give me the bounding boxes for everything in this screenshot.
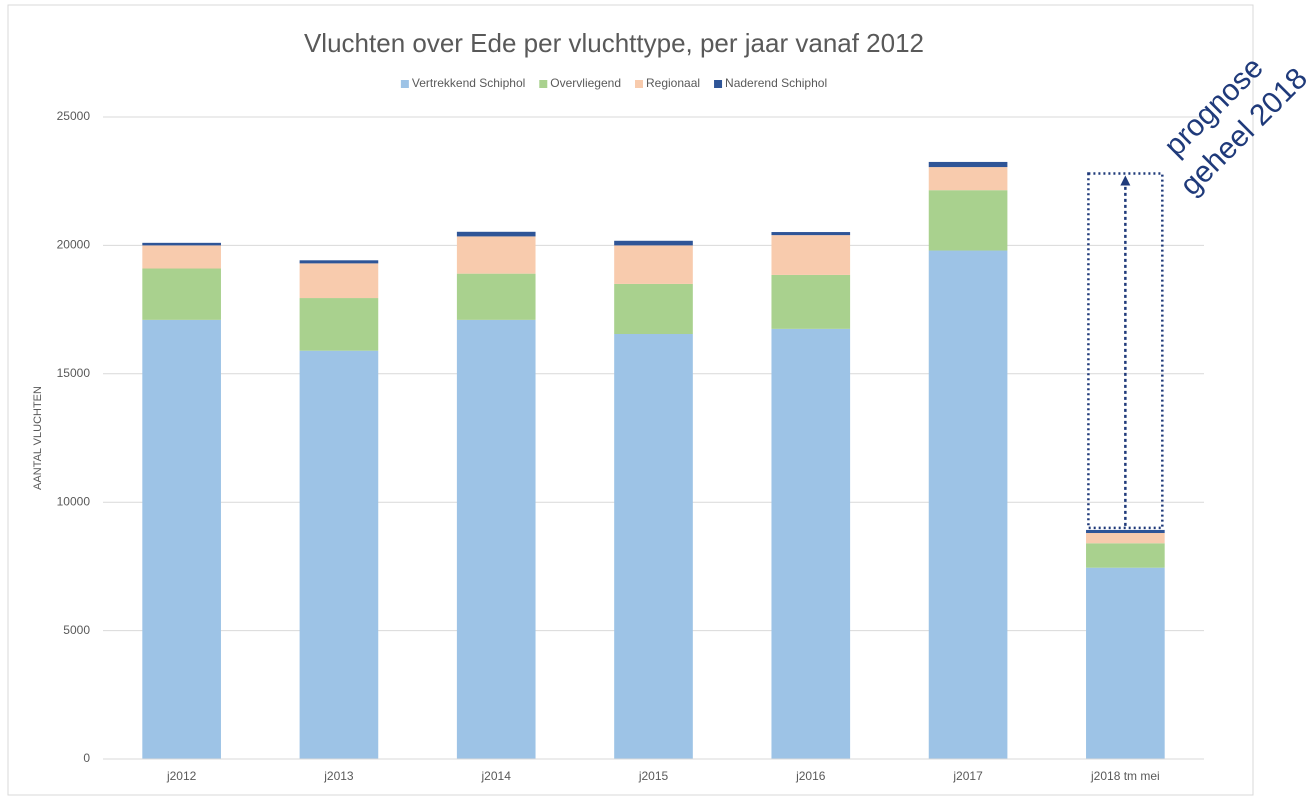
bar-segment xyxy=(614,333,693,759)
legend-item: Naderend Schiphol xyxy=(714,76,827,90)
legend-swatch xyxy=(400,80,409,88)
y-tick-label: 5000 xyxy=(63,623,90,637)
y-tick-label: 10000 xyxy=(57,494,91,508)
bar-segment xyxy=(928,161,1008,168)
legend-label: Regionaal xyxy=(646,76,700,90)
bar-segment xyxy=(456,231,536,237)
x-tick-label: j2013 xyxy=(323,769,354,783)
x-tick-label: j2015 xyxy=(638,769,669,783)
bar-segment xyxy=(299,263,379,299)
bar-segment xyxy=(142,242,221,246)
bar-segment xyxy=(614,283,693,334)
bar-segment xyxy=(142,245,221,269)
bar-segment xyxy=(928,250,1008,759)
x-tick-label: j2017 xyxy=(952,769,983,783)
bar-segment xyxy=(1086,529,1165,534)
y-tick-label: 20000 xyxy=(57,238,91,252)
bar-segment xyxy=(928,167,1008,191)
bar-segment xyxy=(1086,543,1165,568)
bar-segment xyxy=(614,245,693,284)
legend-swatch xyxy=(714,80,723,88)
bar-segment xyxy=(771,232,851,236)
legend-label: Overvliegend xyxy=(550,76,621,90)
x-tick-label: j2018 tm mei xyxy=(1090,769,1160,783)
bar-segment xyxy=(299,260,379,264)
x-tick-label: j2014 xyxy=(481,769,512,783)
y-tick-label: 0 xyxy=(83,751,90,765)
bar-segment xyxy=(456,319,536,759)
y-tick-label: 25000 xyxy=(57,109,91,123)
bar-segment xyxy=(142,268,221,320)
bar-segment xyxy=(614,240,693,246)
bar-segment xyxy=(771,328,851,759)
legend-item: Overvliegend xyxy=(539,76,621,90)
bar-segment xyxy=(142,319,221,759)
bar-segment xyxy=(1086,533,1165,544)
legend-swatch xyxy=(539,80,548,88)
bar-segment xyxy=(1086,567,1165,759)
bar-segment xyxy=(299,298,379,351)
legend-item: Vertrekkend Schiphol xyxy=(400,76,525,90)
x-tick-label: j2012 xyxy=(166,769,197,783)
y-axis-title: AANTAL VLUCHTEN xyxy=(32,386,44,490)
bar-segment xyxy=(771,235,851,275)
bar-segment xyxy=(928,190,1008,251)
bar-segment xyxy=(771,274,851,329)
bar-segment xyxy=(456,236,536,274)
x-tick-label: j2016 xyxy=(795,769,826,783)
arrow-head xyxy=(1120,175,1131,186)
bar-segment xyxy=(456,273,536,320)
forecast-box xyxy=(1087,172,1164,530)
legend-label: Naderend Schiphol xyxy=(725,76,827,90)
legend-swatch xyxy=(635,80,643,88)
legend-label: Vertrekkend Schiphol xyxy=(412,76,525,90)
y-tick-label: 15000 xyxy=(57,366,91,380)
bar-segment xyxy=(299,350,379,759)
legend-item: Regionaal xyxy=(635,76,700,90)
legend: Vertrekkend Schiphol Overvliegend Regionaa… xyxy=(400,76,827,90)
chart-title: Vluchten over Ede per vluchttype, per ja… xyxy=(304,28,924,58)
